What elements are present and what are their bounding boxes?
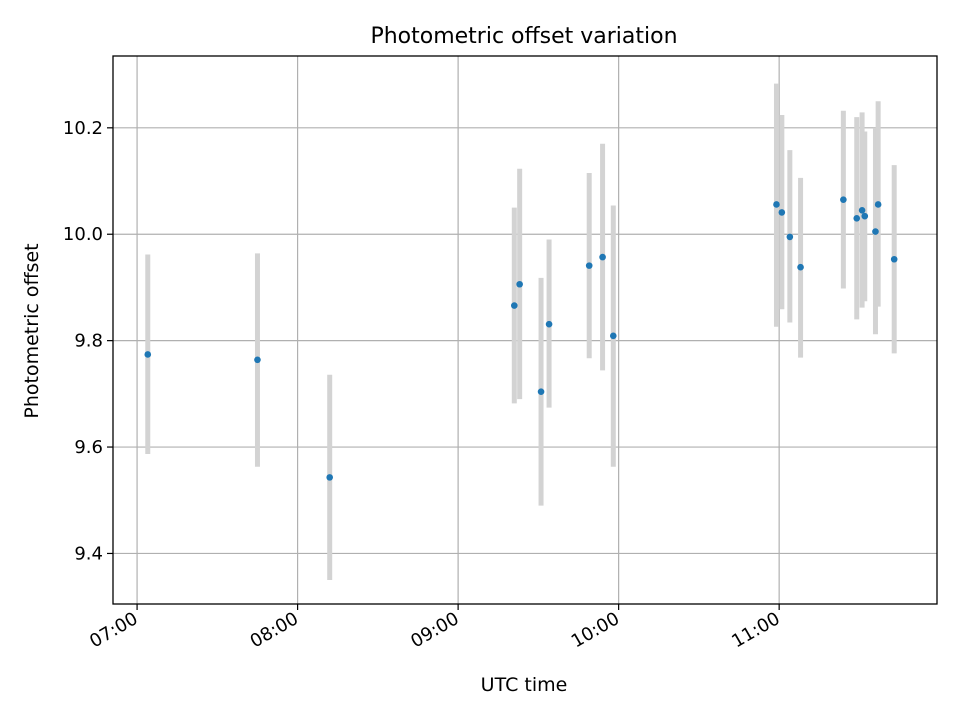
data-point (516, 280, 523, 288)
plot-frame (112, 55, 938, 605)
data-point (609, 332, 617, 340)
y-axis-label: Photometric offset (21, 243, 43, 418)
data-point (858, 206, 866, 214)
data-point (890, 255, 898, 263)
y-tick-label: 10.0 (63, 224, 103, 245)
y-tick-label: 9.4 (74, 543, 103, 564)
data-point (254, 356, 261, 364)
data-point (537, 388, 545, 396)
y-tick-label: 10.2 (63, 118, 103, 139)
data-point (786, 233, 794, 241)
data-point (326, 474, 334, 481)
data-point (585, 262, 593, 269)
x-axis-label: UTC time (481, 674, 568, 696)
y-tick-label: 9.8 (74, 331, 103, 352)
y-tick-label: 9.6 (74, 437, 103, 458)
data-point (773, 201, 780, 208)
data-point (510, 302, 518, 309)
data-point (144, 351, 152, 358)
data-point (872, 228, 879, 235)
data-points (144, 196, 898, 481)
data-point (599, 253, 606, 261)
data-point (874, 201, 882, 208)
chart-title: Photometric offset variation (370, 24, 677, 49)
data-point (778, 209, 786, 216)
data-point (545, 320, 553, 328)
data-point (840, 196, 847, 203)
data-point (861, 212, 869, 220)
data-point (797, 263, 804, 271)
data-point (853, 214, 861, 222)
